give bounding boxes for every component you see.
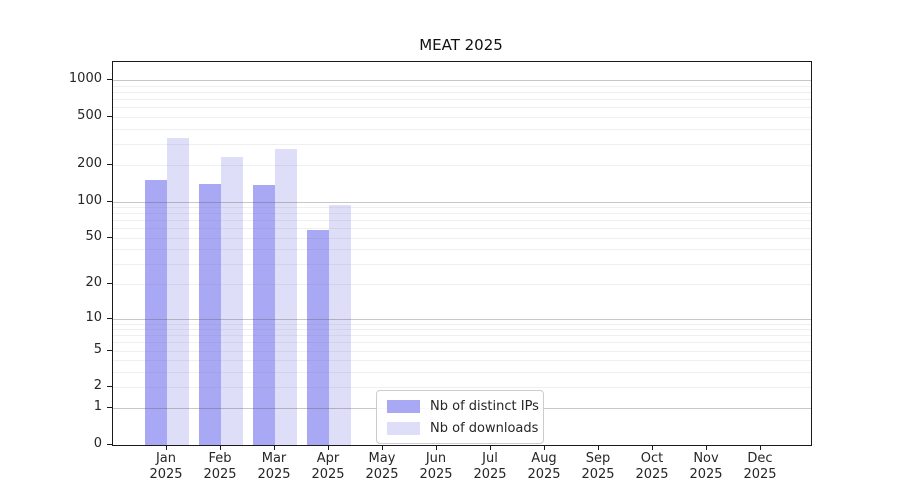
bar-ips-mar [253,184,275,445]
gridline-minor-60 [113,228,811,230]
y-tick-label-50: 50 [85,228,102,244]
x-tick-mark-nov [706,445,707,450]
gridline-minor-70 [113,220,811,222]
y-tick-label-1: 1 [93,399,102,415]
gridline-minor-300 [113,143,811,145]
y-tick-mark-100 [107,200,112,202]
gridline-minor-4 [113,360,811,362]
gridline-minor-8 [113,329,811,331]
x-tick-label-dec: Dec 2025 [743,451,777,482]
legend: Nb of distinct IPs Nb of downloads [376,390,544,444]
gridline-minor-600 [113,107,811,109]
x-tick-label-oct: Oct 2025 [635,451,669,482]
y-tick-label-1000: 1000 [68,71,102,87]
plot-area [112,61,812,446]
gridline-minor-6 [113,342,811,344]
gridline-major-10 [113,318,811,320]
legend-swatch-downloads [387,421,420,435]
x-tick-label-feb: Feb 2025 [203,451,237,482]
gridline-minor-2 [113,387,811,388]
y-tick-label-2: 2 [93,378,102,393]
gridline-minor-20 [113,284,811,286]
y-tick-mark-200 [107,164,112,166]
legend-item-downloads: Nb of downloads [387,420,538,436]
gridline-minor-3 [113,371,811,373]
bar-downloads-feb [221,157,243,445]
gridline-minor-80 [113,213,811,215]
y-tick-mark-500 [107,116,112,117]
gridline-minor-900 [113,86,811,87]
x-tick-label-aug: Aug 2025 [527,451,561,482]
x-tick-label-mar: Mar 2025 [257,451,291,482]
x-tick-mark-jan [166,445,167,450]
gridline-minor-30 [113,263,811,265]
bar-ips-jan [145,180,167,445]
bar-ips-apr [307,229,329,445]
y-tick-mark-50 [107,236,112,238]
legend-label-distinct-ips: Nb of distinct IPs [430,398,539,414]
y-tick-mark-5 [107,349,112,351]
gridline-minor-50 [113,237,811,239]
y-tick-label-10: 10 [85,309,102,325]
gridline-minor-9 [113,323,811,325]
y-tick-label-100: 100 [77,192,102,208]
x-tick-mark-sep [598,445,599,450]
y-tick-label-200: 200 [77,156,102,172]
y-tick-mark-1 [107,407,112,409]
gridline-minor-500 [113,117,811,118]
bar-downloads-apr [329,205,351,445]
bar-downloads-jan [167,138,189,445]
y-tick-mark-10 [107,317,112,319]
gridline-minor-200 [113,165,811,167]
x-tick-label-nov: Nov 2025 [689,451,723,482]
y-tick-mark-2 [107,386,112,387]
legend-label-downloads: Nb of downloads [430,420,539,436]
y-tick-label-0: 0 [93,436,102,451]
x-tick-mark-apr [328,445,329,450]
gridline-minor-800 [113,92,811,94]
x-tick-mark-jul [490,445,491,450]
bar-downloads-mar [275,149,297,445]
x-tick-mark-aug [544,445,545,450]
gridline-minor-90 [113,207,811,208]
gridline-major-100 [113,201,811,203]
legend-swatch-distinct-ips [387,399,420,413]
chart-title: MEAT 2025 [419,36,503,54]
gridline-major-1000 [113,80,811,82]
x-tick-mark-feb [220,445,221,450]
gridline-minor-700 [113,99,811,101]
gridline-minor-40 [113,249,811,250]
x-tick-label-apr: Apr 2025 [311,451,345,482]
legend-item-distinct-ips: Nb of distinct IPs [387,398,539,414]
x-tick-mark-jun [436,445,437,450]
y-tick-mark-1000 [107,79,112,81]
x-tick-label-may: May 2025 [365,451,399,482]
y-tick-mark-20 [107,283,112,285]
x-tick-label-jul: Jul 2025 [473,451,507,482]
y-tick-mark-0 [107,444,112,445]
bar-ips-feb [199,183,221,445]
x-tick-label-jan: Jan 2025 [149,451,183,482]
y-tick-label-20: 20 [85,275,102,291]
x-tick-mark-oct [652,445,653,450]
x-tick-mark-dec [760,445,761,450]
x-tick-label-sep: Sep 2025 [581,451,615,482]
y-tick-label-5: 5 [93,341,102,357]
gridline-minor-400 [113,128,811,130]
y-tick-label-500: 500 [77,108,102,123]
x-tick-mark-mar [274,445,275,450]
gridline-minor-7 [113,335,811,337]
gridline-minor-5 [113,350,811,352]
x-tick-mark-may [382,445,383,450]
x-tick-label-jun: Jun 2025 [419,451,453,482]
